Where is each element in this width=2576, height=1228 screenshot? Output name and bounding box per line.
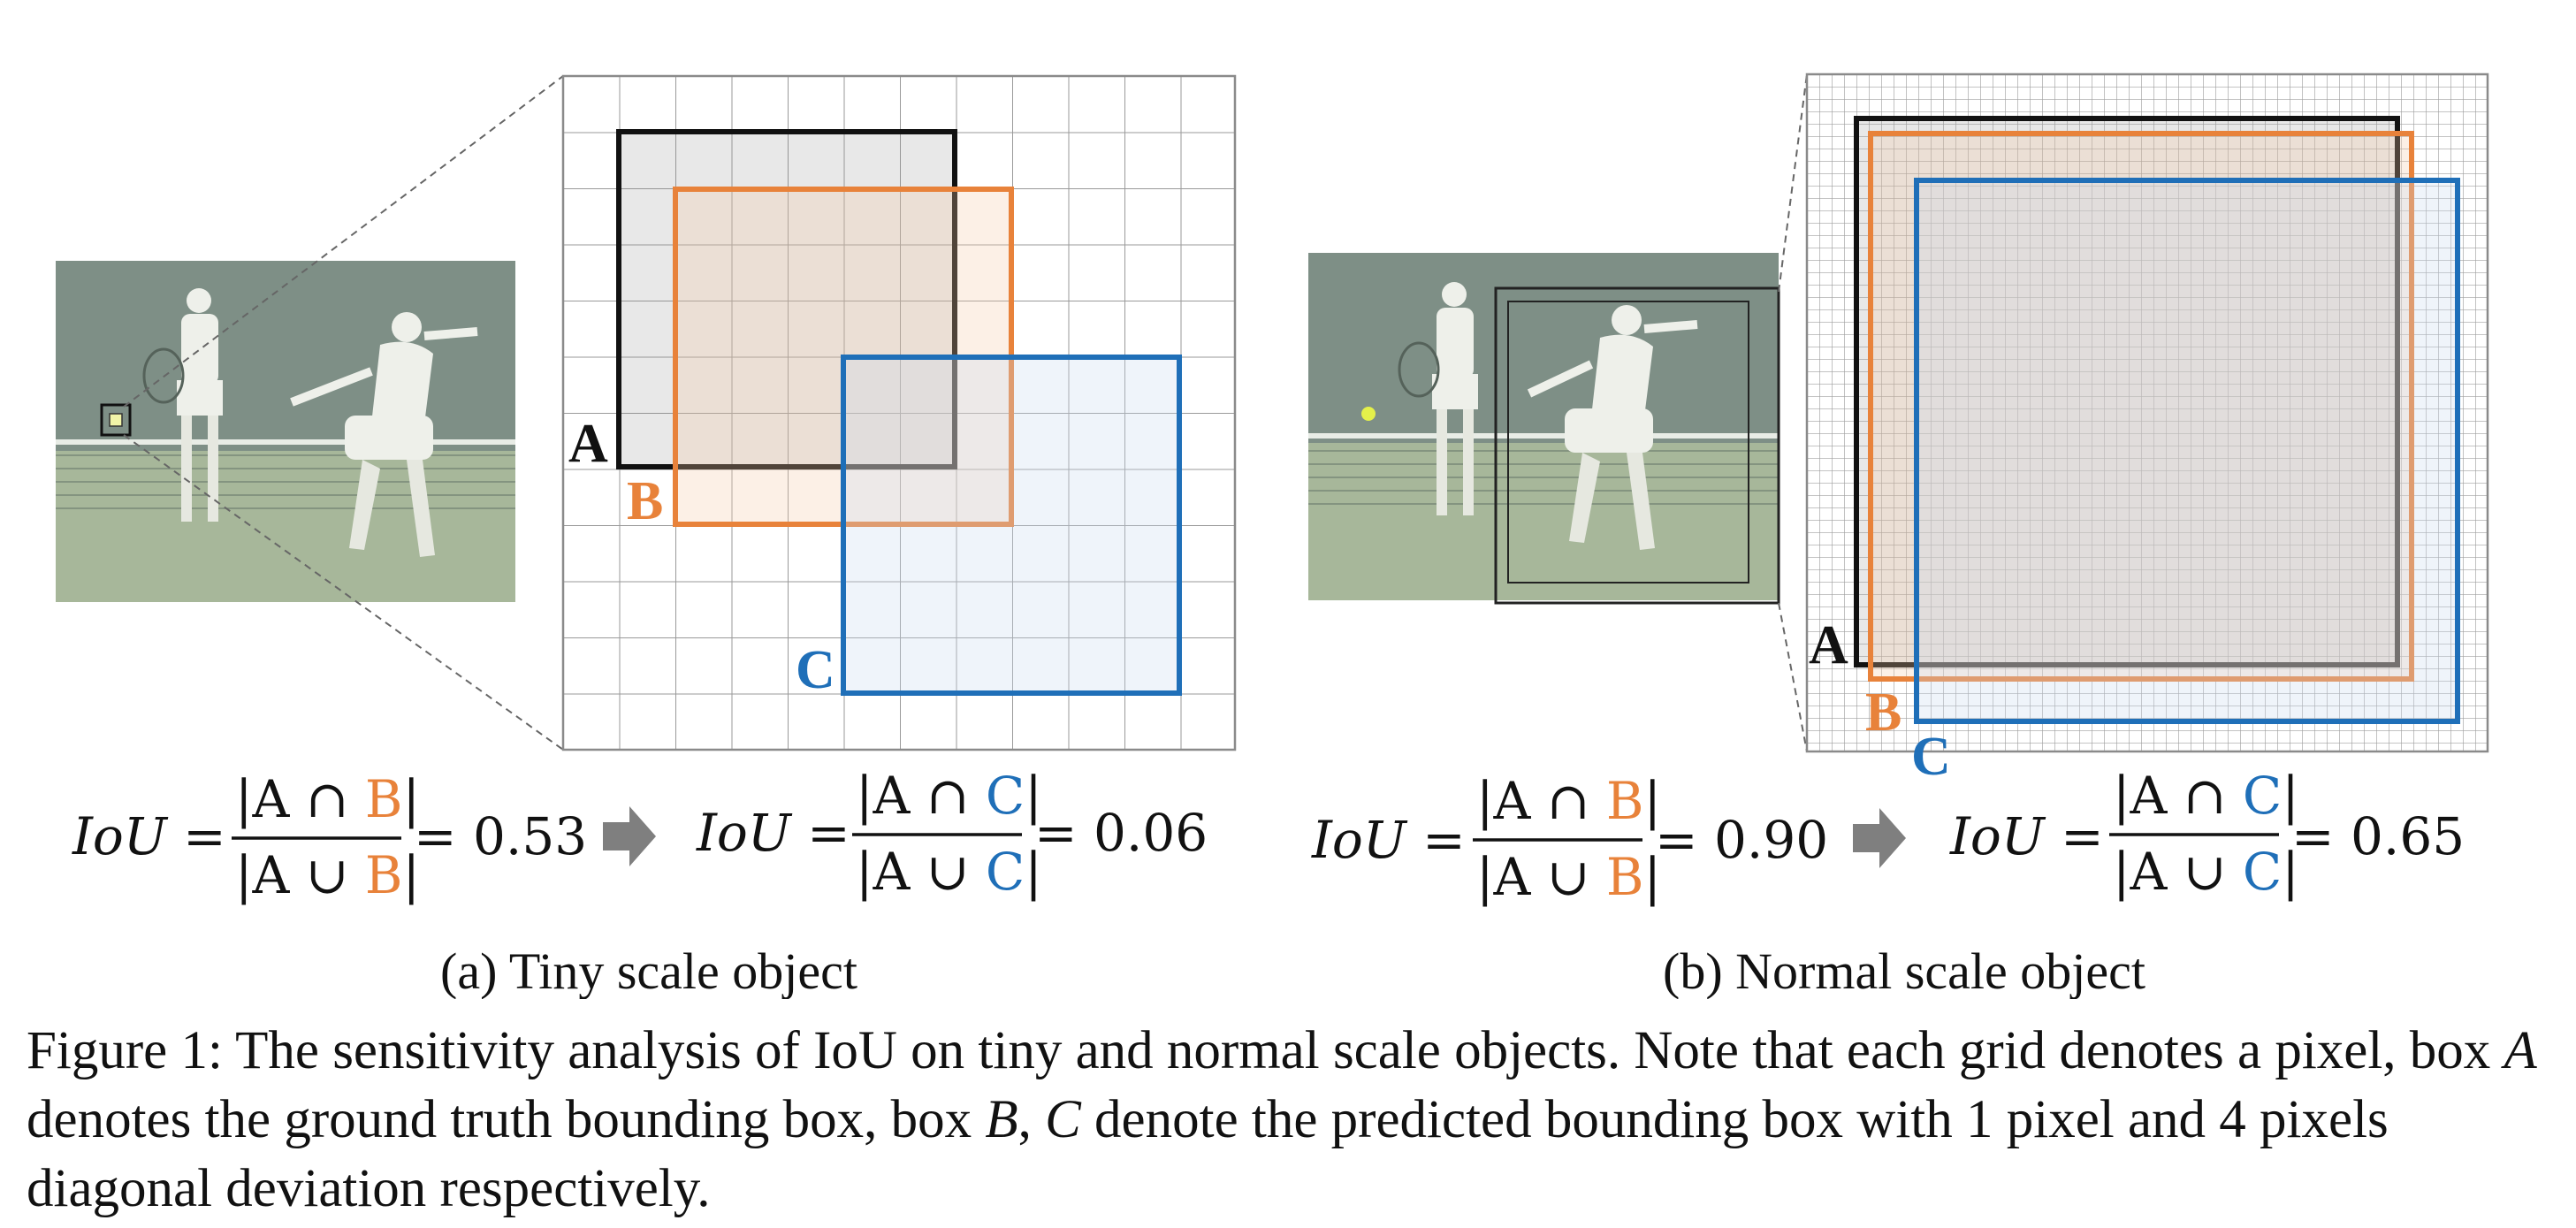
panel-b: A B C (1308, 72, 2489, 787)
box-a-normal (1854, 116, 2400, 667)
caption-text-1: Figure 1: The sensitivity analysis of Io… (27, 1021, 2504, 1080)
box-c-tiny (841, 355, 1182, 696)
subcaption-b: (b) Normal scale object (1663, 942, 2145, 999)
formula-b1-denominator: |A ∪ B| (1476, 847, 1661, 907)
figure-graphic: A B C (56, 72, 2489, 999)
caption-var-b: B (985, 1090, 1018, 1149)
formula-a2: IoU = |A ∩ C| |A ∪ C| = 0.06 (696, 766, 1208, 902)
formula-a1: IoU = |A ∩ B| |A ∪ B| = 0.53 (72, 769, 587, 905)
formula-b1-result: = 0.90 (1655, 810, 1828, 870)
formula-a1-numerator: |A ∩ B| (235, 769, 420, 829)
formula-a1-lhs: IoU = (72, 806, 226, 866)
caption-text-2: denotes the ground truth bounding box, b… (27, 1090, 986, 1149)
label-b-normal: B (1865, 683, 1902, 743)
caption-text-3: , (1017, 1090, 1046, 1149)
label-c-tiny: C (796, 640, 835, 700)
arrow-b (1853, 808, 1906, 868)
tennis-photo-a (56, 261, 515, 602)
formula-a1-result: = 0.53 (414, 806, 587, 866)
formula-a2-denominator: |A ∪ C| (856, 842, 1042, 902)
label-a-normal: A (1809, 615, 1848, 675)
formula-b1: IoU = |A ∩ B| |A ∪ B| = 0.90 (1311, 771, 1828, 907)
caption-var-a: A (2504, 1021, 2537, 1080)
formula-a2-numerator: |A ∩ C| (856, 766, 1042, 826)
formula-b2-result: = 0.65 (2291, 806, 2465, 866)
tennis-photo-b (1308, 253, 1780, 605)
formula-a1-denominator: |A ∪ B| (235, 845, 420, 905)
caption-var-c: C (1045, 1090, 1081, 1149)
label-a-tiny: A (568, 414, 608, 474)
caption-text-4: denote the predicted bounding box with 1… (27, 1090, 2389, 1218)
arrow-a (603, 806, 656, 866)
formula-b1-numerator: |A ∩ B| (1476, 771, 1661, 831)
formula-b2-lhs: IoU = (1949, 806, 2104, 866)
panel-a: A B C (56, 74, 1237, 751)
formula-a2-result: = 0.06 (1034, 803, 1208, 863)
label-c-normal: C (1911, 727, 1951, 787)
figure-caption: Figure 1: The sensitivity analysis of Io… (27, 1017, 2555, 1224)
formula-b2: IoU = |A ∩ C| |A ∪ C| = 0.65 (1949, 766, 2465, 902)
label-b-tiny: B (627, 471, 663, 531)
formulas: IoU = |A ∩ B| |A ∪ B| = 0.53 IoU = |A ∩ … (72, 766, 2465, 907)
formula-b2-numerator: |A ∩ C| (2113, 766, 2299, 826)
formula-b1-lhs: IoU = (1311, 810, 1466, 870)
formula-b2-denominator: |A ∪ C| (2113, 842, 2299, 902)
box-c-normal (1914, 178, 2460, 724)
formula-a2-lhs: IoU = (696, 803, 850, 863)
box-b-normal (1868, 131, 2414, 682)
subcaption-a: (a) Tiny scale object (440, 942, 857, 999)
